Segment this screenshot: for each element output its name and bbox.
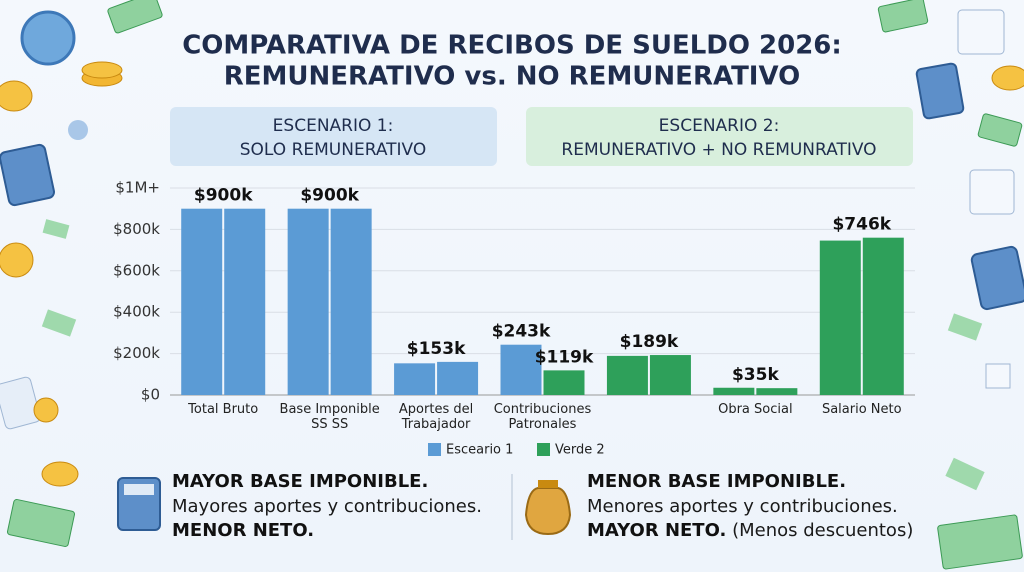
scenario-subtitle: SOLO REMUNERATIVO xyxy=(240,140,427,160)
bar xyxy=(181,208,223,395)
x-tick-label: Aportes del Trabajador xyxy=(398,402,474,432)
x-tick-label: Salario Neto xyxy=(821,402,902,417)
data-label: $35k xyxy=(732,365,779,385)
bar xyxy=(756,388,798,395)
bar xyxy=(224,208,266,395)
data-label: $119k xyxy=(535,347,594,367)
bar xyxy=(819,240,861,395)
y-tick-label: $800k xyxy=(113,220,160,238)
note-footer-note: (Menos descuentos) xyxy=(732,520,914,541)
data-label: $153k xyxy=(407,339,466,359)
x-tick-label: Obra Social xyxy=(718,402,793,417)
bar xyxy=(606,355,648,395)
legend-label: Verde 2 xyxy=(555,443,605,458)
data-label: $746k xyxy=(832,215,891,235)
data-label: $900k xyxy=(300,186,359,206)
bar xyxy=(649,355,691,395)
y-tick-label: $200k xyxy=(113,344,160,362)
title: REMUNERATIVO vs. NO REMUNERATIVO xyxy=(224,62,801,92)
scenario-title: ESCENARIO 1: xyxy=(273,116,394,136)
bar xyxy=(543,370,585,395)
bar xyxy=(394,363,436,395)
x-tick-label: Base Imponible SS SS xyxy=(279,402,380,432)
y-tick-label: $0 xyxy=(141,386,160,404)
data-label: $243k xyxy=(492,322,551,342)
note-heading: MENOR BASE IMPONIBLE. xyxy=(587,471,847,492)
bar xyxy=(330,208,372,395)
bar xyxy=(713,387,755,395)
note-text: Mayores aportes y contribuciones. xyxy=(172,495,482,517)
x-tick-label: Contribuciones Patronales xyxy=(493,402,592,432)
note: MAYOR BASE IMPONIBLE. Mayores aportes y … xyxy=(172,470,482,544)
scenario-subtitle: REMUNERATIVO + NO REMUNRATIVO xyxy=(561,140,876,160)
bar xyxy=(437,361,479,395)
bar xyxy=(287,208,329,395)
title: COMPARATIVA DE RECIBOS DE SUELDO 2026: xyxy=(182,31,842,61)
note-footer: MENOR NETO. xyxy=(172,520,315,541)
data-label: $900k xyxy=(194,186,253,206)
bar xyxy=(862,237,904,395)
data-label: $189k xyxy=(620,332,679,352)
note: MENOR BASE IMPONIBLE. Menores aportes y … xyxy=(587,470,913,544)
x-tick-label: Total Bruto xyxy=(188,402,259,417)
note-text: Menores aportes y contribuciones. xyxy=(587,495,898,517)
bar xyxy=(500,344,542,395)
y-tick-label: $1M+ xyxy=(115,179,160,197)
note-heading: MAYOR BASE IMPONIBLE. xyxy=(172,471,429,492)
y-tick-label: $400k xyxy=(113,303,160,321)
legend-label: Esceario 1 xyxy=(446,443,513,458)
y-tick-label: $600k xyxy=(113,261,160,279)
note-footer: MAYOR NETO. xyxy=(587,520,727,541)
scenario-title: ESCENARIO 2: xyxy=(659,116,780,136)
